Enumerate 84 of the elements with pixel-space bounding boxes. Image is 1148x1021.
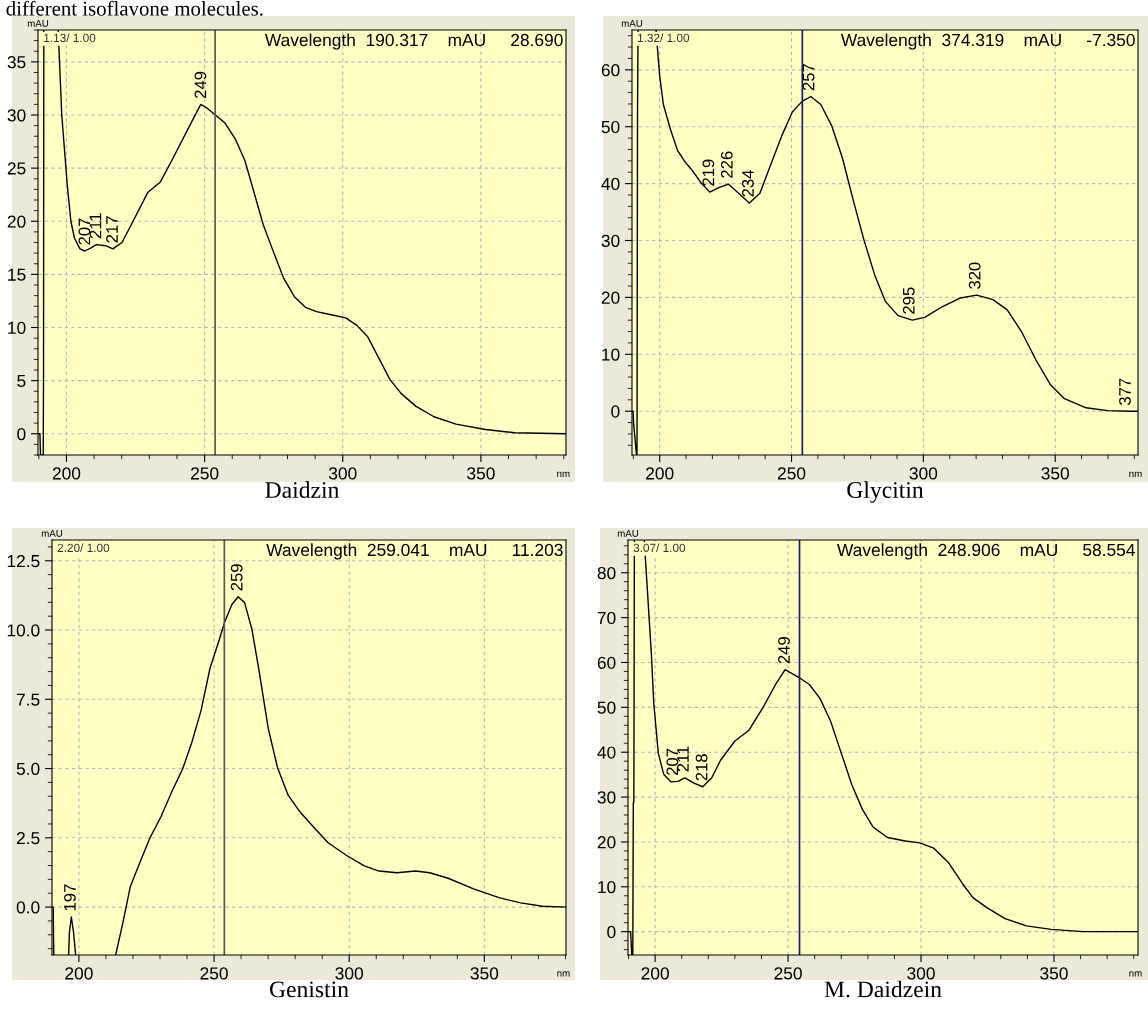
x-tick-label: 200	[65, 967, 93, 980]
annotation: 377	[1119, 378, 1131, 405]
annotation: 218	[695, 754, 708, 781]
x-tick-label: 250	[777, 467, 806, 480]
y-tick-label: 30	[601, 234, 620, 247]
x-tick-label: 350	[1040, 967, 1068, 980]
annotation: Wavelength 190.317 mAU 28.690	[264, 33, 563, 50]
annotation: 211	[89, 213, 102, 239]
annotation: 257	[802, 64, 815, 91]
y-tick-label: 10	[8, 321, 26, 334]
x-axis-title: nm	[1129, 471, 1142, 477]
x-tick-label: 300	[909, 467, 938, 480]
y-tick-label: 35	[7, 56, 26, 69]
text: different isoflavone molecules.	[6, 0, 263, 16]
annotation: 1.13/ 1.00	[44, 33, 96, 43]
annotation: Wavelength 259.041 mAU 11.203	[266, 543, 563, 560]
y-tick-label: 80	[597, 566, 616, 580]
annotation: 234	[742, 170, 754, 197]
y-tick-label: 0	[611, 405, 620, 418]
x-tick-label: 300	[328, 467, 357, 480]
y-tick-label: 7.5	[16, 693, 40, 706]
y-tick-label: 60	[597, 656, 616, 669]
y-axis-title: mAU	[27, 20, 49, 27]
y-tick-label: 0	[607, 925, 616, 939]
y-tick-label: 0.0	[16, 901, 40, 914]
annotation: 2.20/ 1.00	[57, 543, 110, 552]
x-axis-title: nm	[557, 471, 570, 477]
y-tick-label: 10	[598, 880, 616, 894]
text: M. Daidzein	[824, 980, 942, 998]
y-tick-label: 40	[597, 746, 616, 759]
annotation: 249	[778, 637, 790, 664]
annotation: Wavelength 374.319 mAU -7.350	[840, 33, 1135, 50]
text: Genistin	[269, 981, 349, 998]
y-tick-label: 30	[7, 109, 26, 122]
annotation: Wavelength 248.906 mAU 58.554	[837, 543, 1135, 560]
y-tick-label: 60	[601, 63, 620, 77]
text: Daidzin	[265, 481, 340, 498]
y-tick-label: 0	[17, 427, 26, 441]
y-tick-label: 25	[7, 162, 26, 175]
y-tick-label: 10	[602, 348, 620, 361]
annotation: 217	[106, 216, 118, 243]
annotation: 259	[230, 564, 243, 591]
annotation: 211	[677, 746, 689, 772]
annotation: 295	[902, 287, 915, 314]
y-tick-label: 40	[601, 177, 620, 191]
x-tick-label: 250	[774, 967, 802, 980]
x-tick-label: 200	[52, 467, 81, 480]
y-tick-label: 15	[8, 268, 26, 281]
annotation: 219	[702, 159, 715, 186]
x-tick-label: 350	[467, 467, 495, 480]
y-tick-label: 70	[597, 611, 616, 625]
y-tick-label: 5	[17, 374, 26, 388]
annotation: 197	[64, 884, 76, 911]
x-tick-label: 250	[191, 467, 219, 480]
text: Glycitin	[847, 481, 924, 503]
y-tick-label: 10.0	[7, 624, 40, 637]
annotation: 207	[78, 218, 91, 245]
y-axis-title: mAU	[41, 530, 63, 537]
x-tick-label: 300	[907, 967, 935, 980]
annotation: 249	[194, 71, 207, 98]
y-axis-title: mAU	[621, 20, 643, 27]
y-axis-title: mAU	[617, 530, 639, 537]
annotation: 207	[666, 748, 679, 775]
x-tick-label: 200	[641, 967, 669, 980]
y-tick-label: 20	[597, 836, 616, 849]
y-tick-label: 20	[601, 291, 620, 304]
y-tick-label: 12.5	[7, 554, 40, 568]
y-tick-label: 20	[7, 215, 26, 228]
y-tick-label: 50	[597, 701, 616, 714]
annotation: 226	[720, 151, 733, 178]
annotation: 320	[968, 262, 981, 289]
x-tick-label: 200	[646, 467, 674, 480]
x-axis-title: nm	[557, 971, 570, 977]
x-tick-label: 350	[470, 967, 499, 980]
y-tick-label: 30	[597, 791, 616, 804]
x-axis-title: nm	[1129, 971, 1142, 977]
annotation: 3.07/ 1.00	[633, 543, 686, 552]
annotation: 1.32/ 1.00	[637, 33, 690, 43]
x-tick-label: 250	[200, 967, 228, 980]
x-tick-label: 350	[1041, 467, 1070, 480]
y-tick-label: 5.0	[16, 762, 40, 776]
y-tick-label: 2.5	[16, 831, 40, 845]
y-tick-label: 50	[601, 120, 620, 134]
x-tick-label: 300	[335, 967, 364, 980]
